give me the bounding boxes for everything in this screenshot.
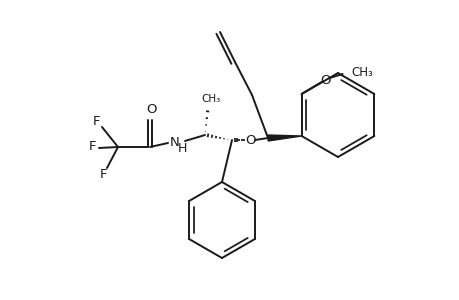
Text: F: F xyxy=(100,169,107,182)
Text: O: O xyxy=(146,103,157,116)
Text: H: H xyxy=(177,142,186,154)
Text: O: O xyxy=(319,74,330,86)
Text: O: O xyxy=(245,134,256,146)
Text: CH₃: CH₃ xyxy=(351,65,373,79)
Text: F: F xyxy=(89,140,96,152)
Text: CH₃: CH₃ xyxy=(201,94,220,104)
Polygon shape xyxy=(267,135,301,141)
Text: F: F xyxy=(93,115,101,128)
Text: N: N xyxy=(170,136,179,148)
